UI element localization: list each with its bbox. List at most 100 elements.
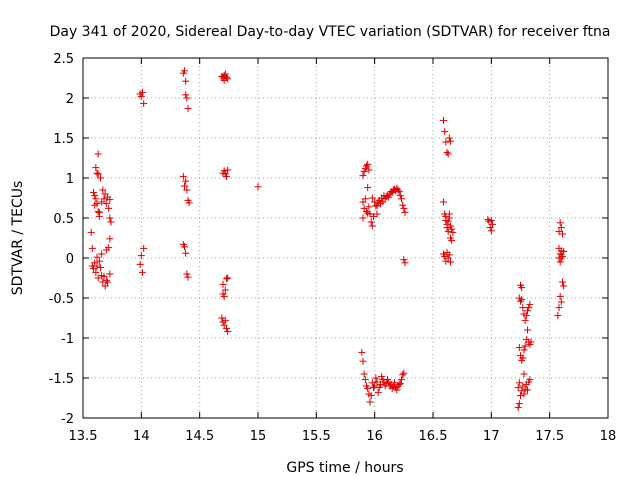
data-point [106, 214, 114, 222]
data-point [395, 188, 403, 196]
data-point [520, 390, 528, 398]
data-point [375, 384, 383, 392]
data-point [396, 380, 404, 388]
data-point [100, 272, 108, 280]
data-point [521, 316, 529, 324]
data-point [372, 374, 380, 382]
data-point [223, 172, 230, 180]
data-point [364, 160, 372, 168]
data-point [519, 354, 527, 362]
data-point [184, 273, 192, 281]
data-point [220, 167, 228, 175]
data-point [557, 224, 565, 232]
data-point [137, 92, 145, 100]
data-point [484, 216, 492, 224]
data-point [371, 382, 379, 390]
data-points [87, 67, 568, 412]
data-point [359, 214, 367, 222]
data-point [183, 94, 191, 102]
y-tick-label: 1.5 [53, 132, 74, 147]
data-point [524, 307, 531, 315]
data-point [396, 192, 404, 200]
data-point [179, 172, 187, 180]
data-point [105, 244, 113, 252]
data-point [185, 199, 193, 207]
data-point [224, 75, 232, 83]
data-point [556, 219, 564, 227]
data-point [221, 70, 229, 78]
data-point [445, 214, 453, 222]
data-point [93, 253, 101, 261]
data-point [520, 346, 528, 354]
data-point [515, 344, 523, 352]
data-point [554, 312, 562, 320]
data-point [445, 134, 453, 142]
data-point [557, 254, 565, 262]
data-point [139, 268, 146, 276]
data-point [220, 292, 228, 300]
data-point [399, 201, 407, 209]
data-point [360, 370, 368, 378]
data-point [378, 372, 386, 380]
data-point [97, 264, 104, 272]
data-point [440, 198, 447, 206]
data-point [517, 297, 524, 305]
data-point [94, 208, 102, 216]
x-tick-label: 16.5 [419, 429, 448, 444]
data-point [102, 276, 110, 284]
x-tick-label: 17 [483, 429, 500, 444]
y-tick-label: -1 [61, 332, 74, 347]
data-point [184, 104, 192, 112]
data-point [560, 248, 568, 256]
data-point [219, 280, 227, 288]
data-point [527, 338, 535, 346]
data-point [395, 380, 403, 388]
data-point [359, 172, 367, 180]
data-point [447, 222, 454, 230]
y-tick-label: 0.5 [53, 212, 74, 227]
plot-frame [82, 57, 609, 419]
data-point [441, 128, 449, 136]
data-point [92, 268, 100, 276]
data-point [221, 316, 229, 324]
data-point [398, 195, 405, 203]
data-point [559, 230, 566, 238]
data-point [518, 284, 526, 292]
data-point [448, 236, 456, 244]
data-point [442, 138, 450, 146]
x-tick-label: 18 [600, 429, 617, 444]
data-point [401, 259, 409, 267]
data-point [361, 376, 369, 384]
data-point [522, 336, 530, 344]
data-point [556, 258, 564, 266]
data-point [364, 384, 372, 392]
data-point [514, 384, 522, 392]
data-point [94, 170, 102, 178]
x-tick-label: 16 [366, 429, 383, 444]
data-point [181, 67, 188, 75]
data-point [489, 220, 496, 228]
data-point [518, 296, 526, 304]
x-tick-label: 14 [133, 429, 150, 444]
y-tick-label: 2 [66, 92, 74, 107]
data-point [367, 218, 375, 226]
data-point [182, 177, 190, 185]
data-point [363, 162, 370, 170]
data-point [524, 386, 531, 394]
data-point [522, 312, 530, 320]
data-point [95, 208, 103, 216]
data-point [400, 204, 408, 212]
data-point [401, 208, 409, 216]
x-tick-label: 13.5 [69, 429, 98, 444]
data-point [443, 224, 451, 232]
data-point [101, 282, 109, 290]
data-point [364, 184, 372, 192]
data-point [447, 137, 454, 145]
data-point [100, 195, 108, 203]
data-point [87, 228, 95, 236]
data-point [526, 376, 534, 384]
x-tick-label: 15.5 [302, 429, 331, 444]
data-point [443, 148, 451, 156]
data-point [254, 183, 262, 191]
data-point [444, 254, 452, 262]
